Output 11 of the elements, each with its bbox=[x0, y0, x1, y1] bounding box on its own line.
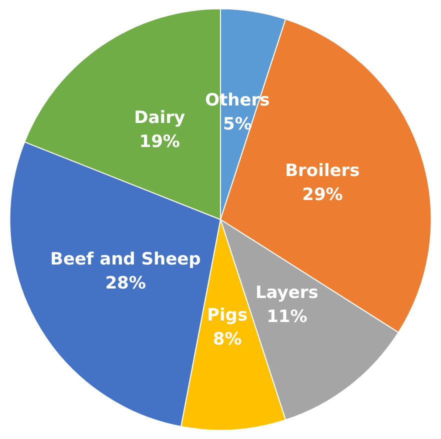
slice-label: Broilers bbox=[285, 160, 360, 181]
data-label: 19% bbox=[139, 132, 180, 152]
slice-label: Layers bbox=[255, 283, 318, 304]
data-label: 29% bbox=[302, 184, 343, 205]
slice-label: Pigs bbox=[207, 306, 248, 326]
data-label: 5% bbox=[223, 114, 252, 134]
data-label: 11% bbox=[266, 307, 308, 328]
data-label: 28% bbox=[105, 274, 146, 294]
slice-label: Beef and Sheep bbox=[50, 250, 201, 270]
slice-label: Dairy bbox=[134, 108, 186, 128]
data-label: 8% bbox=[212, 330, 242, 350]
